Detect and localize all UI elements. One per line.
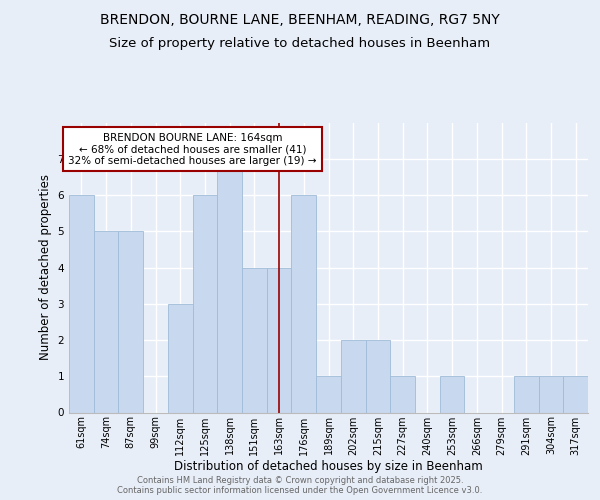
Bar (242, 268, 267, 412)
Bar (539, 376, 563, 412)
Bar (94, 231, 118, 412)
Bar (267, 268, 292, 412)
Bar (69, 195, 94, 412)
X-axis label: Distribution of detached houses by size in Beenham: Distribution of detached houses by size … (174, 460, 483, 473)
Text: Contains HM Land Registry data © Crown copyright and database right 2025.
Contai: Contains HM Land Registry data © Crown c… (118, 476, 482, 495)
Text: BRENDON, BOURNE LANE, BEENHAM, READING, RG7 5NY: BRENDON, BOURNE LANE, BEENHAM, READING, … (100, 12, 500, 26)
Bar (440, 376, 464, 412)
Bar (292, 195, 316, 412)
Bar (316, 376, 341, 412)
Bar (217, 159, 242, 412)
Text: Size of property relative to detached houses in Beenham: Size of property relative to detached ho… (109, 38, 491, 51)
Bar (365, 340, 390, 412)
Bar (563, 376, 588, 412)
Bar (341, 340, 365, 412)
Text: BRENDON BOURNE LANE: 164sqm
← 68% of detached houses are smaller (41)
32% of sem: BRENDON BOURNE LANE: 164sqm ← 68% of det… (68, 132, 317, 166)
Y-axis label: Number of detached properties: Number of detached properties (39, 174, 52, 360)
Bar (193, 195, 217, 412)
Bar (118, 231, 143, 412)
Bar (168, 304, 193, 412)
Bar (390, 376, 415, 412)
Bar (514, 376, 539, 412)
